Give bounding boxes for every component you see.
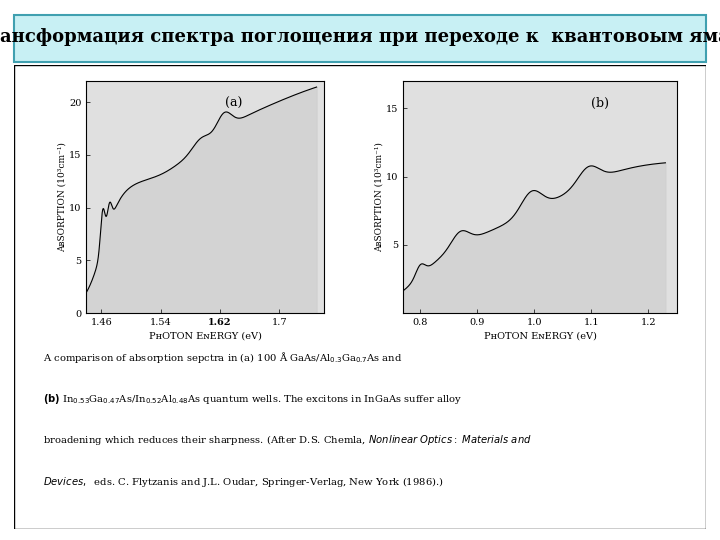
Y-axis label: AʙSORPTION (10³cm⁻¹): AʙSORPTION (10³cm⁻¹) [58,142,66,252]
Text: $\it{Devices,}$  eds. C. Flytzanis and J.L. Oudar, Springer-Verlag, New York (19: $\it{Devices,}$ eds. C. Flytzanis and J.… [43,475,444,489]
Y-axis label: AʙSORPTION (10³cm⁻¹): AʙSORPTION (10³cm⁻¹) [374,142,383,252]
Text: (b): (b) [591,97,609,110]
X-axis label: PʜOTON EɴERGY (eV): PʜOTON EɴERGY (eV) [149,331,261,340]
Text: $\bf{(b)}$ In$_{0.53}$Ga$_{0.47}$As/In$_{0.52}$Al$_{0.48}$As quantum wells. The : $\bf{(b)}$ In$_{0.53}$Ga$_{0.47}$As/In$_… [43,392,463,406]
X-axis label: PʜOTON EɴERGY (eV): PʜOTON EɴERGY (eV) [484,331,596,340]
Text: A comparison of absorption sepctra in (a) 100 Å GaAs/Al$_{0.3}$Ga$_{0.7}$As and: A comparison of absorption sepctra in (a… [43,350,402,365]
Text: broadening which reduces their sharpness. (After D.S. Chemla, $\it{Nonlinear\ Op: broadening which reduces their sharpness… [43,433,532,447]
Text: Трансформация спектра поглощения при переходе к  квантовоым ямам: Трансформация спектра поглощения при пер… [0,28,720,46]
Text: (a): (a) [225,97,243,110]
FancyBboxPatch shape [14,15,706,62]
